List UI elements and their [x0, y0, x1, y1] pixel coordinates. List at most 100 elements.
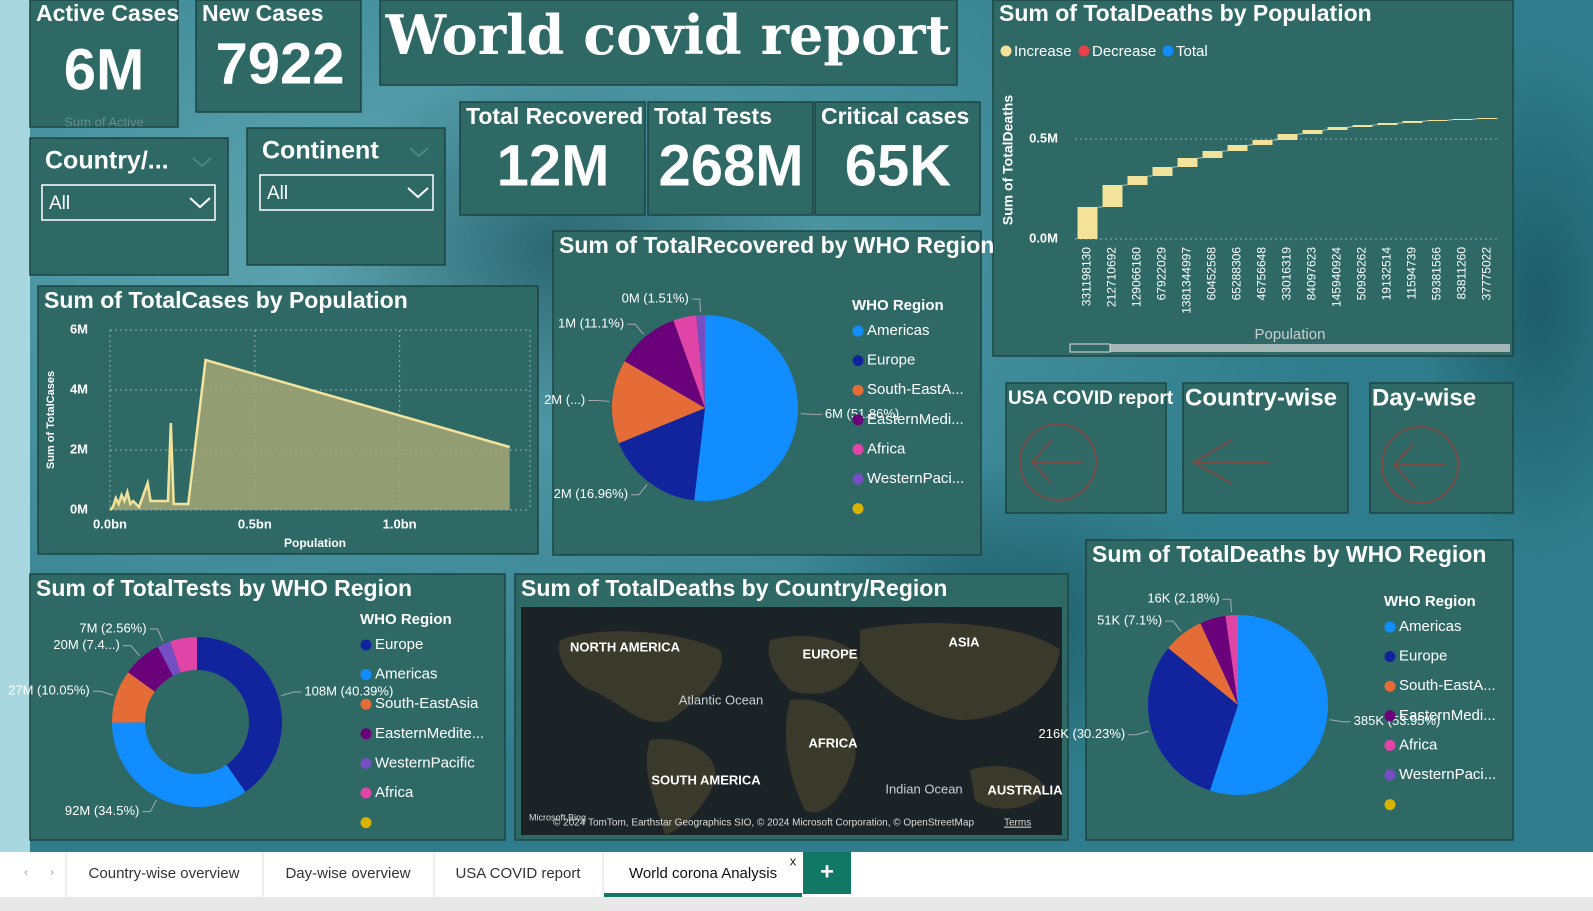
map-terms[interactable]: Terms [1004, 818, 1031, 829]
x-tick-label: 0.5bn [238, 516, 272, 531]
x-tick-label: 33016319 [1280, 247, 1294, 301]
waterfall-bar [1177, 158, 1198, 167]
x-tick-label: 37775022 [1480, 247, 1494, 301]
pie-slice [612, 361, 705, 444]
legend-label[interactable]: Americas [1399, 618, 1462, 635]
data-label: 2M (16.96%) [554, 486, 628, 501]
map-land [768, 636, 860, 694]
leader-line [800, 413, 822, 415]
y-axis-title: Sum of TotalCases [45, 371, 57, 469]
legend-label[interactable]: WesternPaci... [867, 470, 964, 487]
slicer-label: Country/... [45, 147, 169, 175]
y-tick-label: 2M [70, 441, 88, 456]
add-tab-icon[interactable]: + [820, 858, 834, 885]
kpi-label: Critical cases [821, 103, 969, 129]
legend-marker [1078, 45, 1090, 57]
data-label: 16K (2.18%) [1147, 591, 1219, 606]
y-tick-label: 0.0M [1029, 230, 1058, 245]
legend-title: WHO Region [1384, 593, 1476, 610]
legend-label[interactable]: Americas [375, 666, 438, 683]
scrollbar-thumb[interactable] [1069, 343, 1111, 353]
legend-label[interactable]: Europe [1399, 648, 1447, 665]
nav-button[interactable] [1182, 382, 1349, 514]
waterfall-bar [1427, 120, 1448, 121]
legend-marker [852, 384, 864, 396]
map-label: AFRICA [808, 735, 858, 750]
pie-slice [1148, 648, 1238, 791]
nav-button-label: Day-wise [1372, 384, 1476, 411]
chart-title: Sum of TotalDeaths by Population [999, 0, 1372, 26]
map-label: AUSTRALIA [987, 782, 1063, 797]
tab[interactable]: USA COVID report [455, 865, 581, 882]
legend-marker [1000, 45, 1012, 57]
slicer-chevron [192, 157, 212, 168]
tab-scroll-left[interactable]: ‹ [24, 865, 28, 879]
legend-label[interactable]: Decrease [1092, 43, 1156, 60]
kpi-label: Active Cases [36, 0, 179, 26]
slicer-label: Continent [262, 137, 379, 165]
data-label: 1M (11.1%) [558, 316, 624, 331]
x-tick-label: 331198130 [1080, 247, 1094, 307]
legend-label[interactable]: South-EastAsia [375, 695, 479, 712]
legend-label[interactable]: Increase [1014, 43, 1072, 60]
slicer-dropdown[interactable] [259, 174, 434, 211]
map-label: EUROPE [803, 646, 858, 661]
legend-marker [852, 355, 864, 367]
kpi-card [195, 0, 362, 113]
y-tick-label: 6M [70, 321, 88, 336]
tab[interactable]: Country-wise overview [89, 865, 240, 882]
legend-label[interactable]: Africa [1399, 736, 1438, 753]
legend-marker [1384, 710, 1396, 722]
legend-label[interactable]: WesternPaci... [1399, 766, 1496, 783]
legend-label[interactable]: EasternMedi... [1399, 707, 1496, 724]
y-tick-label: 0.5M [1029, 130, 1058, 145]
nav-icon-arrow [1392, 442, 1446, 488]
legend-label[interactable]: EasternMedi... [867, 411, 964, 428]
waterfall-bar [1102, 185, 1123, 207]
waterfall-bar [1452, 119, 1473, 120]
legend-marker [1384, 769, 1396, 781]
data-label: 92M (34.5%) [65, 803, 139, 818]
kpi-value: 65K [845, 133, 952, 198]
leader-line [588, 399, 610, 402]
legend-marker [1162, 45, 1174, 57]
legend-label[interactable]: Africa [375, 784, 414, 801]
pie-slice [1168, 623, 1238, 705]
waterfall-bar [1327, 127, 1348, 130]
legend-label[interactable]: Americas [867, 322, 930, 339]
legend-marker [360, 698, 372, 710]
x-tick-label: 83811260 [1455, 247, 1469, 300]
pie-slice [696, 315, 705, 408]
tab-scroll-right[interactable]: › [50, 865, 54, 879]
status-bar [0, 897, 1593, 911]
tab-active[interactable]: World corona Analysis [629, 865, 777, 882]
legend-label[interactable]: Europe [867, 352, 915, 369]
legend-label[interactable]: WesternPacific [375, 754, 475, 771]
legend-marker [1384, 621, 1396, 633]
leader-line [142, 799, 157, 813]
tab-close[interactable]: x [790, 853, 797, 868]
tab[interactable]: Day-wise overview [285, 865, 410, 882]
legend-marker [1384, 680, 1396, 692]
nav-icon-circle [1381, 426, 1459, 504]
slicer-dropdown[interactable] [41, 184, 216, 221]
legend-label[interactable]: Europe [375, 636, 423, 653]
pie-slice [1209, 615, 1328, 795]
add-tab-button[interactable] [803, 852, 851, 894]
leader-line [1222, 598, 1233, 613]
map-land [559, 631, 722, 723]
legend-label[interactable]: EasternMedite... [375, 725, 484, 742]
chart-title: Sum of TotalCases by Population [44, 287, 408, 313]
x-axis-title: Population [284, 536, 346, 550]
waterfall-bar [1477, 118, 1498, 119]
x-tick-label: 84097623 [1305, 247, 1319, 301]
legend-marker [852, 503, 864, 515]
legend-label[interactable]: Total [1176, 43, 1208, 60]
legend-label[interactable]: South-EastA... [867, 381, 964, 398]
legend-label[interactable]: Africa [867, 440, 906, 457]
legend-label[interactable]: South-EastA... [1399, 677, 1496, 694]
x-tick-label: 212710692 [1105, 247, 1119, 307]
leader-line [122, 645, 140, 656]
map-land [785, 699, 856, 813]
